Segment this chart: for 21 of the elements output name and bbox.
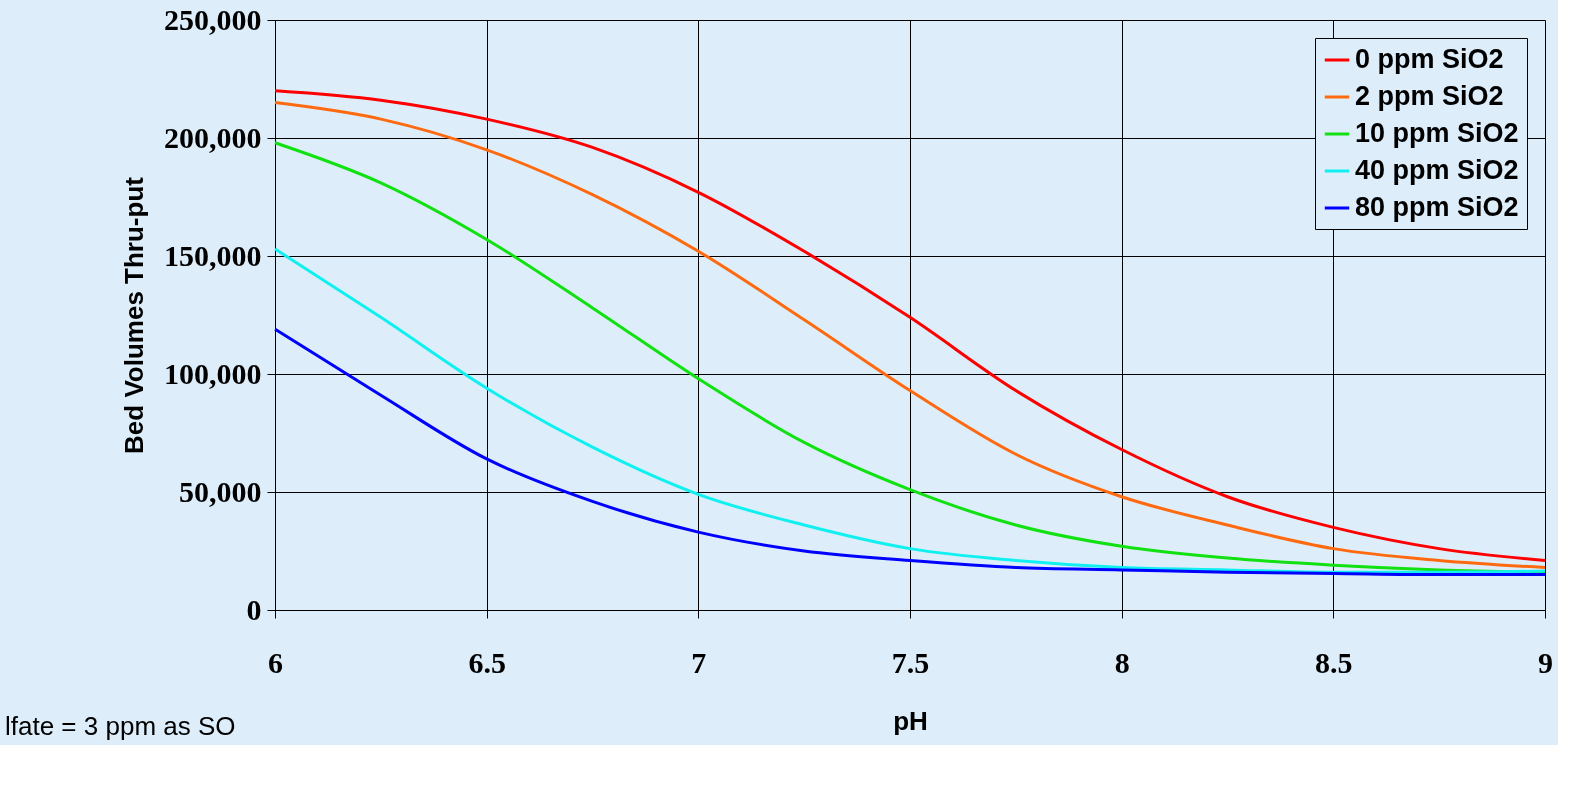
legend-label: 80 ppm SiO2	[1355, 192, 1519, 222]
text: lfate = 3 ppm as SO	[5, 711, 236, 741]
x-tick-label: 7	[691, 645, 707, 679]
y-tick-label: 200,000	[164, 120, 262, 154]
x-tick-label: 6.5	[468, 645, 506, 679]
legend-label: 2 ppm SiO2	[1355, 81, 1504, 111]
legend-label: 10 ppm SiO2	[1355, 118, 1519, 148]
x-tick-label: 8.5	[1315, 645, 1353, 679]
x-tick-label: 8	[1114, 645, 1130, 679]
x-tick-label: 7.5	[891, 645, 930, 679]
y-tick-label: 250,000	[164, 2, 262, 36]
legend-label: 40 ppm SiO2	[1355, 155, 1519, 185]
x-tick-label: 9	[1538, 645, 1553, 679]
y-axis-title: Bed Volumes Thru-put	[119, 176, 149, 454]
y-tick-label: 50,000	[179, 474, 262, 508]
y-tick-label: 0	[246, 592, 262, 626]
x-axis-title: pH	[893, 705, 928, 736]
x-tick-label: 6	[268, 645, 283, 679]
y-tick-label: 150,000	[164, 238, 262, 272]
legend-label: 0 ppm SiO2	[1355, 44, 1504, 74]
y-tick-label: 100,000	[164, 356, 262, 390]
